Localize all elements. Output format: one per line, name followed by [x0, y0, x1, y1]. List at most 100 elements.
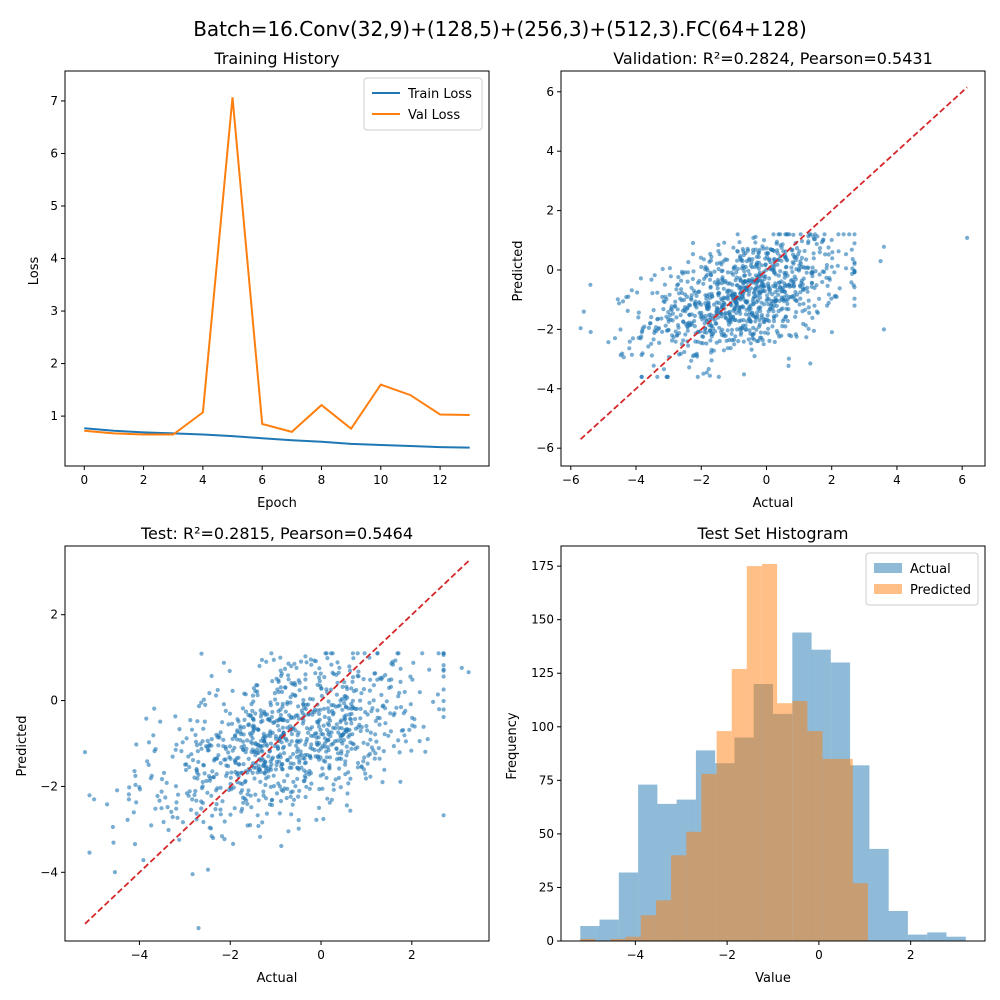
scatter-point	[678, 296, 683, 301]
scatter-point	[230, 688, 235, 694]
scatter-point	[793, 332, 798, 337]
scatter-point	[798, 259, 803, 264]
scatter-point	[262, 711, 267, 716]
scatter-point	[703, 317, 709, 322]
scatter-point	[315, 719, 320, 725]
scatter-point	[714, 310, 720, 315]
scatter-point	[709, 324, 714, 329]
histogram-bar	[599, 919, 619, 941]
histogram-bar	[837, 758, 853, 941]
scatter-point	[149, 823, 154, 828]
histogram-bar	[746, 566, 762, 941]
scatter-point	[690, 252, 696, 257]
scatter-point	[294, 743, 299, 748]
scatter-point	[276, 678, 281, 683]
scatter-point	[709, 358, 714, 363]
scatter-point	[288, 761, 293, 766]
scatter-point	[766, 285, 772, 290]
scatter-point	[441, 663, 446, 668]
scatter-point	[263, 776, 269, 781]
scatter-point	[205, 738, 210, 744]
scatter-point	[329, 703, 334, 708]
scatter-point	[681, 338, 686, 343]
scatter-point	[251, 699, 256, 704]
scatter-point	[441, 698, 446, 704]
scatter-point	[743, 264, 748, 270]
scatter-point	[824, 266, 829, 271]
panel-validation: Validation: R²=0.2824, Pearson=0.5431 Ac…	[511, 49, 986, 511]
scatter-point	[326, 699, 331, 704]
x-tick-label: 4	[893, 473, 901, 487]
scatter-point	[755, 260, 760, 265]
scatter-point	[246, 788, 251, 793]
scatter-point	[741, 253, 746, 258]
scatter-point	[327, 730, 332, 735]
scatter-point	[298, 659, 304, 664]
scatter-point	[343, 727, 348, 733]
scatter-point	[730, 282, 735, 287]
scatter-point	[246, 756, 251, 762]
scatter-point	[371, 698, 376, 703]
scatter-point	[235, 730, 240, 735]
scatter-point	[751, 301, 757, 306]
scatter-point	[303, 775, 308, 780]
scatter-point	[773, 299, 778, 304]
scatter-point	[770, 292, 775, 297]
scatter-point	[836, 249, 841, 254]
scatter-point	[253, 742, 258, 747]
scatter-point	[273, 767, 278, 772]
scatter-point	[297, 760, 302, 765]
scatter-point	[280, 725, 285, 730]
scatter-point	[371, 748, 376, 753]
scatter-point	[296, 818, 301, 823]
scatter-point	[786, 282, 791, 287]
scatter-point	[742, 269, 747, 274]
identity-line	[84, 560, 470, 925]
scatter-point	[694, 293, 699, 298]
scatter-point	[326, 709, 331, 715]
scatter-point	[345, 791, 350, 796]
scatter-point	[309, 781, 314, 786]
panel-training-history: Training History Epoch Loss 0 2 4 6 8 10 12123…	[27, 49, 490, 511]
scatter-point	[260, 743, 265, 748]
y-tick-label: 1	[50, 409, 58, 423]
scatter-point	[343, 772, 348, 777]
scatter-point	[177, 727, 182, 732]
scatter-point	[636, 335, 641, 340]
scatter-point	[291, 682, 296, 687]
scatter-point	[720, 277, 725, 282]
scatter-point	[799, 239, 805, 244]
scatter-point	[232, 734, 237, 739]
scatter-point	[783, 255, 788, 260]
scatter-point	[834, 294, 839, 299]
scatter-point	[295, 713, 300, 718]
scatter-point	[317, 711, 322, 717]
scatter-point	[344, 753, 349, 758]
scatter-point	[733, 278, 738, 283]
scatter-point	[268, 703, 273, 708]
scatter-point	[706, 366, 711, 372]
scatter-point	[328, 687, 334, 692]
scatter-point	[810, 270, 815, 275]
scatter-point	[339, 726, 344, 731]
scatter-point	[441, 813, 446, 818]
scatter-point	[739, 257, 744, 262]
scatter-point	[692, 324, 697, 329]
scatter-point	[298, 749, 303, 754]
scatter-point	[209, 793, 214, 798]
scatter-point	[805, 289, 810, 294]
scatter-point	[726, 310, 731, 315]
scatter-point	[343, 704, 348, 709]
scatter-point	[441, 714, 446, 720]
scatter-point	[316, 754, 321, 759]
scatter-point	[407, 727, 412, 733]
scatter-point	[809, 280, 814, 286]
scatter-point	[761, 282, 766, 287]
scatter-point	[738, 311, 743, 316]
scatter-point	[660, 294, 665, 299]
scatter-point	[398, 779, 403, 784]
scatter-point	[741, 372, 747, 377]
scatter-point	[287, 742, 292, 747]
scatter-point	[293, 728, 298, 733]
scatter-point	[210, 813, 215, 818]
